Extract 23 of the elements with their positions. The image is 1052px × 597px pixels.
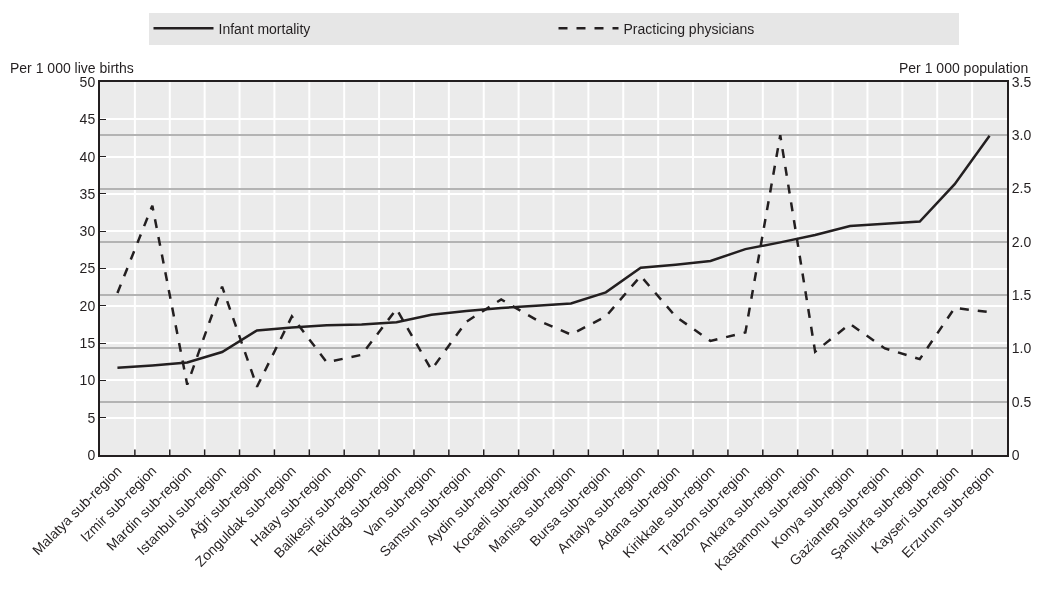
y2-axis-title: Per 1 000 population [899, 60, 1029, 76]
y2-tick-label: 1.5 [1011, 287, 1032, 304]
y-axis-title: Per 1 000 live births [10, 60, 134, 76]
y-tick-label: 40 [79, 148, 96, 165]
y-tick-label: 30 [79, 223, 96, 240]
y-tick-label: 5 [87, 409, 96, 426]
y-tick-label: 25 [79, 260, 96, 277]
y2-tick-label: 1.0 [1011, 340, 1032, 357]
y2-tick-label: 0.5 [1011, 393, 1032, 410]
y-tick-label: 20 [79, 297, 96, 314]
legend-label: Infant mortality [218, 20, 311, 37]
y-tick-label: 35 [79, 185, 96, 202]
y-tick-label: 50 [79, 73, 96, 90]
y-tick-label: 0 [87, 446, 96, 463]
y2-tick-label: 2.5 [1011, 180, 1032, 197]
y2-tick-label: 0 [1011, 446, 1020, 463]
y-tick-label: 15 [79, 335, 96, 351]
y2-tick-label: 3.5 [1011, 73, 1032, 90]
y2-tick-label: 3.0 [1011, 127, 1032, 144]
legend-label: Practicing physicians [623, 20, 755, 37]
y2-tick-label: 2.0 [1011, 233, 1032, 250]
y-tick-label: 45 [79, 111, 96, 128]
y-tick-label: 10 [79, 372, 96, 389]
